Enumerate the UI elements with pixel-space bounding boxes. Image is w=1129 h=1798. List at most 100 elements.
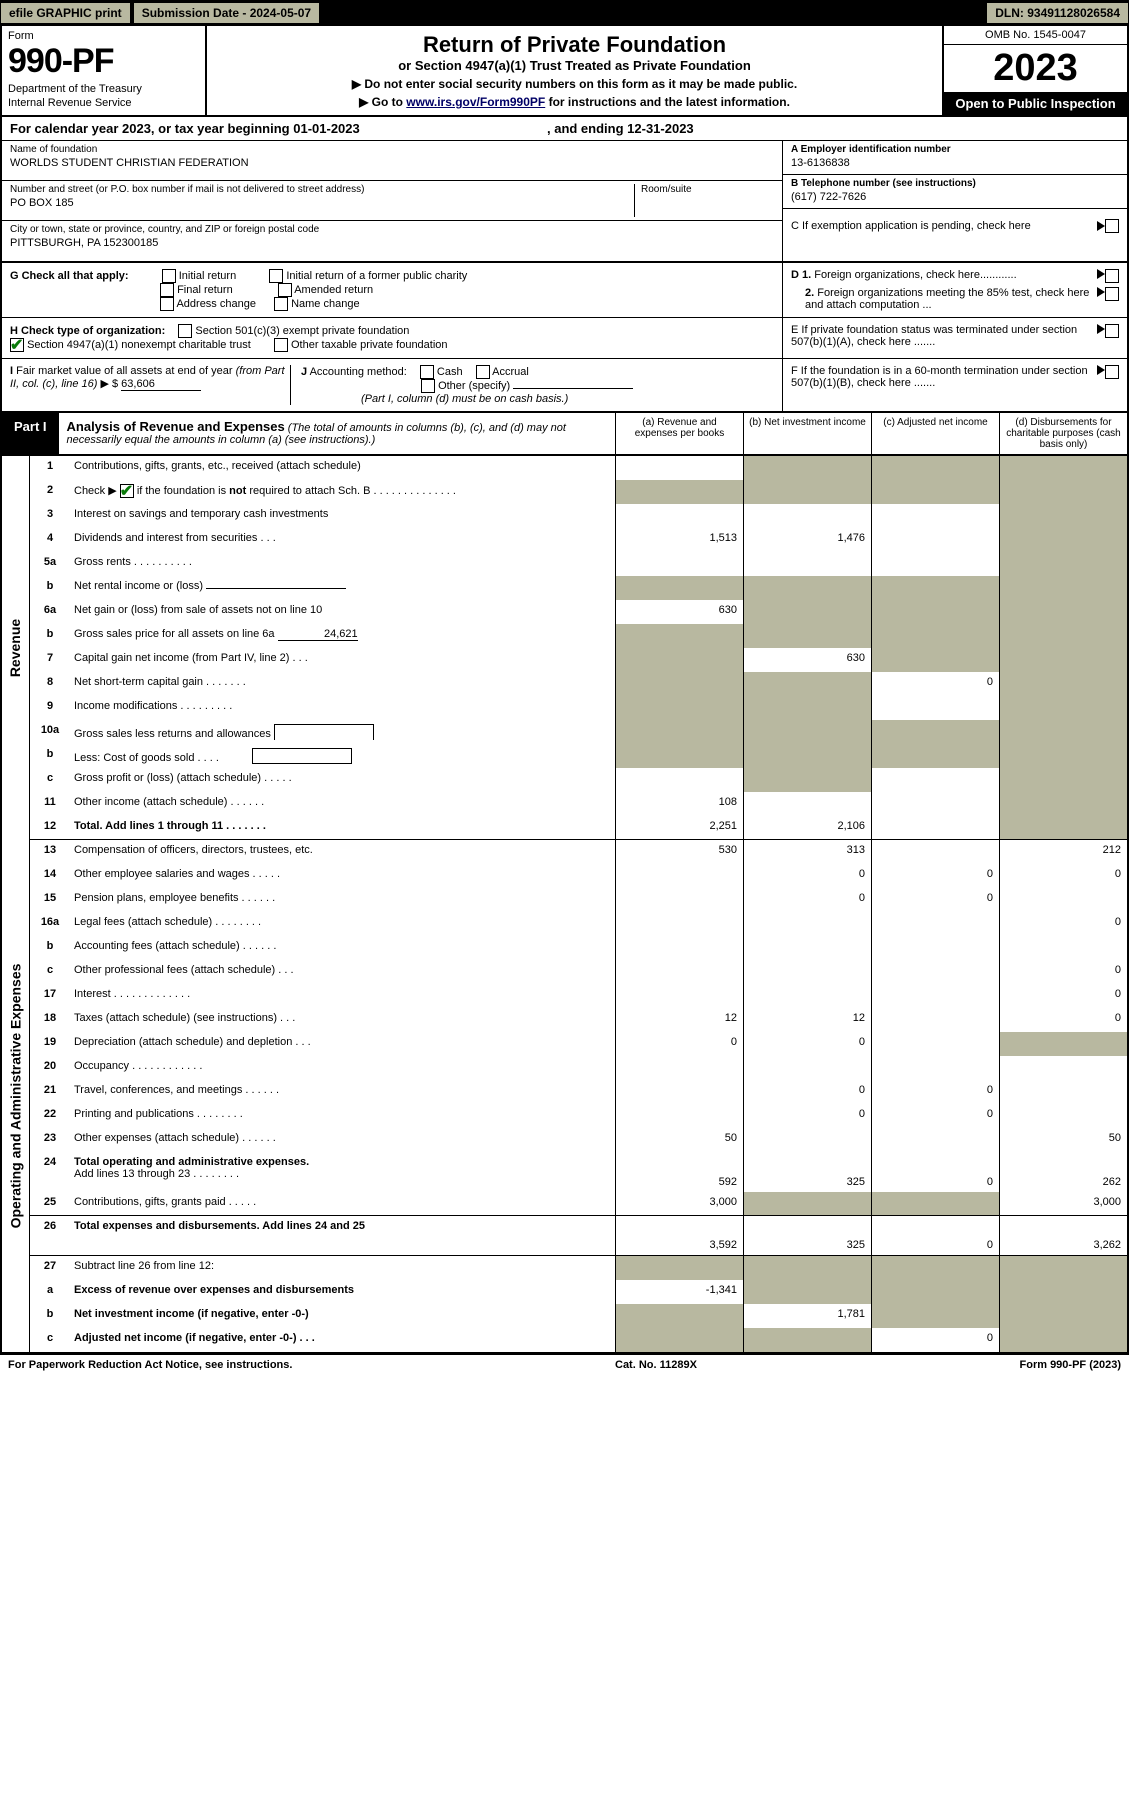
row-desc: Accounting fees (attach schedule) . . . … — [70, 936, 615, 960]
g-final-checkbox[interactable] — [160, 283, 174, 297]
col-b-hdr: (b) Net investment income — [743, 413, 871, 454]
row-desc: Less: Cost of goods sold . . . . — [70, 744, 615, 768]
form-note2: ▶ Go to www.irs.gov/Form990PF for instru… — [217, 95, 932, 109]
cell — [871, 552, 999, 576]
cell — [743, 1328, 871, 1352]
cell — [999, 696, 1127, 720]
row-desc: Legal fees (attach schedule) . . . . . .… — [70, 912, 615, 936]
cell: 2,106 — [743, 816, 871, 839]
g-initial-checkbox[interactable] — [162, 269, 176, 283]
cell — [871, 600, 999, 624]
h-501c3-checkbox[interactable] — [178, 324, 192, 338]
cell — [871, 1008, 999, 1032]
cell — [871, 1128, 999, 1152]
cell: 0 — [999, 912, 1127, 936]
cell — [999, 816, 1127, 839]
cell: 212 — [999, 840, 1127, 864]
row-desc: Total operating and administrative expen… — [70, 1152, 615, 1192]
row-num: 2 — [30, 480, 70, 504]
cell — [615, 648, 743, 672]
cell — [999, 1032, 1127, 1056]
g-opt-name: Name change — [291, 298, 360, 310]
cell: 3,000 — [999, 1192, 1127, 1215]
g-amended-checkbox[interactable] — [278, 283, 292, 297]
row-num: 22 — [30, 1104, 70, 1128]
arrow-icon — [1097, 365, 1105, 375]
cell — [999, 1056, 1127, 1080]
j-other: Other (specify) — [438, 380, 510, 392]
d2-checkbox[interactable] — [1105, 287, 1119, 301]
cell — [743, 720, 871, 744]
row-desc: Pension plans, employee benefits . . . .… — [70, 888, 615, 912]
efile-button[interactable]: efile GRAPHIC print — [0, 2, 131, 24]
row-desc: Other income (attach schedule) . . . . .… — [70, 792, 615, 816]
cell — [871, 1056, 999, 1080]
cell — [999, 1256, 1127, 1280]
cell: 630 — [743, 648, 871, 672]
cell: 0 — [999, 984, 1127, 1008]
row-num: 10a — [30, 720, 70, 744]
exemption-checkbox[interactable] — [1105, 219, 1119, 233]
row-num: b — [30, 744, 70, 768]
cell: 3,262 — [999, 1216, 1127, 1255]
cell — [999, 648, 1127, 672]
schb-checkbox[interactable] — [120, 484, 134, 498]
cell: 1,781 — [743, 1304, 871, 1328]
cell: 0 — [999, 960, 1127, 984]
row-desc: Taxes (attach schedule) (see instruction… — [70, 1008, 615, 1032]
cell: 325 — [743, 1152, 871, 1192]
g-address-checkbox[interactable] — [160, 297, 174, 311]
row-num: c — [30, 1328, 70, 1352]
fmv-value: 63,606 — [121, 378, 201, 391]
form-note1: ▶ Do not enter social security numbers o… — [217, 77, 932, 91]
cell — [999, 456, 1127, 480]
cell — [743, 768, 871, 792]
row-desc: Adjusted net income (if negative, enter … — [70, 1328, 615, 1352]
j-cash-checkbox[interactable] — [420, 365, 434, 379]
g-label: G Check all that apply: — [10, 270, 129, 282]
cell — [743, 960, 871, 984]
cell — [871, 984, 999, 1008]
note2-post: for instructions and the latest informat… — [545, 95, 790, 109]
cell — [999, 792, 1127, 816]
cell — [743, 456, 871, 480]
cell: -1,341 — [615, 1280, 743, 1304]
name-label: Name of foundation — [10, 144, 774, 155]
cell: 0 — [871, 1216, 999, 1255]
g-name-checkbox[interactable] — [274, 297, 288, 311]
row-desc: Income modifications . . . . . . . . . — [70, 696, 615, 720]
f-checkbox[interactable] — [1105, 365, 1119, 379]
cell: 592 — [615, 1152, 743, 1192]
h-4947-checkbox[interactable] — [10, 338, 24, 352]
row-num: 3 — [30, 504, 70, 528]
d1-checkbox[interactable] — [1105, 269, 1119, 283]
revenue-text: Revenue — [8, 619, 24, 677]
dln: DLN: 93491128026584 — [986, 2, 1129, 24]
exemption-label: C If exemption application is pending, c… — [791, 220, 1097, 232]
j-accrual: Accrual — [492, 366, 529, 378]
cell — [743, 1192, 871, 1215]
row-num: 11 — [30, 792, 70, 816]
e-checkbox[interactable] — [1105, 324, 1119, 338]
irs-link[interactable]: www.irs.gov/Form990PF — [406, 95, 545, 109]
form-title-block: Return of Private Foundation or Section … — [207, 26, 942, 115]
note2-pre: ▶ Go to — [359, 95, 406, 109]
cell — [615, 576, 743, 600]
part1-header: Part I Analysis of Revenue and Expenses … — [0, 413, 1129, 456]
row-desc: Other expenses (attach schedule) . . . .… — [70, 1128, 615, 1152]
cell — [871, 576, 999, 600]
cell: 0 — [743, 864, 871, 888]
row-num: 24 — [30, 1152, 70, 1192]
row-num: 27 — [30, 1256, 70, 1280]
g-initial-former-checkbox[interactable] — [269, 269, 283, 283]
j-accrual-checkbox[interactable] — [476, 365, 490, 379]
cell: 262 — [999, 1152, 1127, 1192]
cell — [871, 1280, 999, 1304]
h-other-checkbox[interactable] — [274, 338, 288, 352]
expenses-sidelabel: Operating and Administrative Expenses — [2, 840, 30, 1352]
cell — [871, 456, 999, 480]
cell — [871, 768, 999, 792]
cell: 0 — [743, 1080, 871, 1104]
j-other-checkbox[interactable] — [421, 379, 435, 393]
cell — [743, 672, 871, 696]
